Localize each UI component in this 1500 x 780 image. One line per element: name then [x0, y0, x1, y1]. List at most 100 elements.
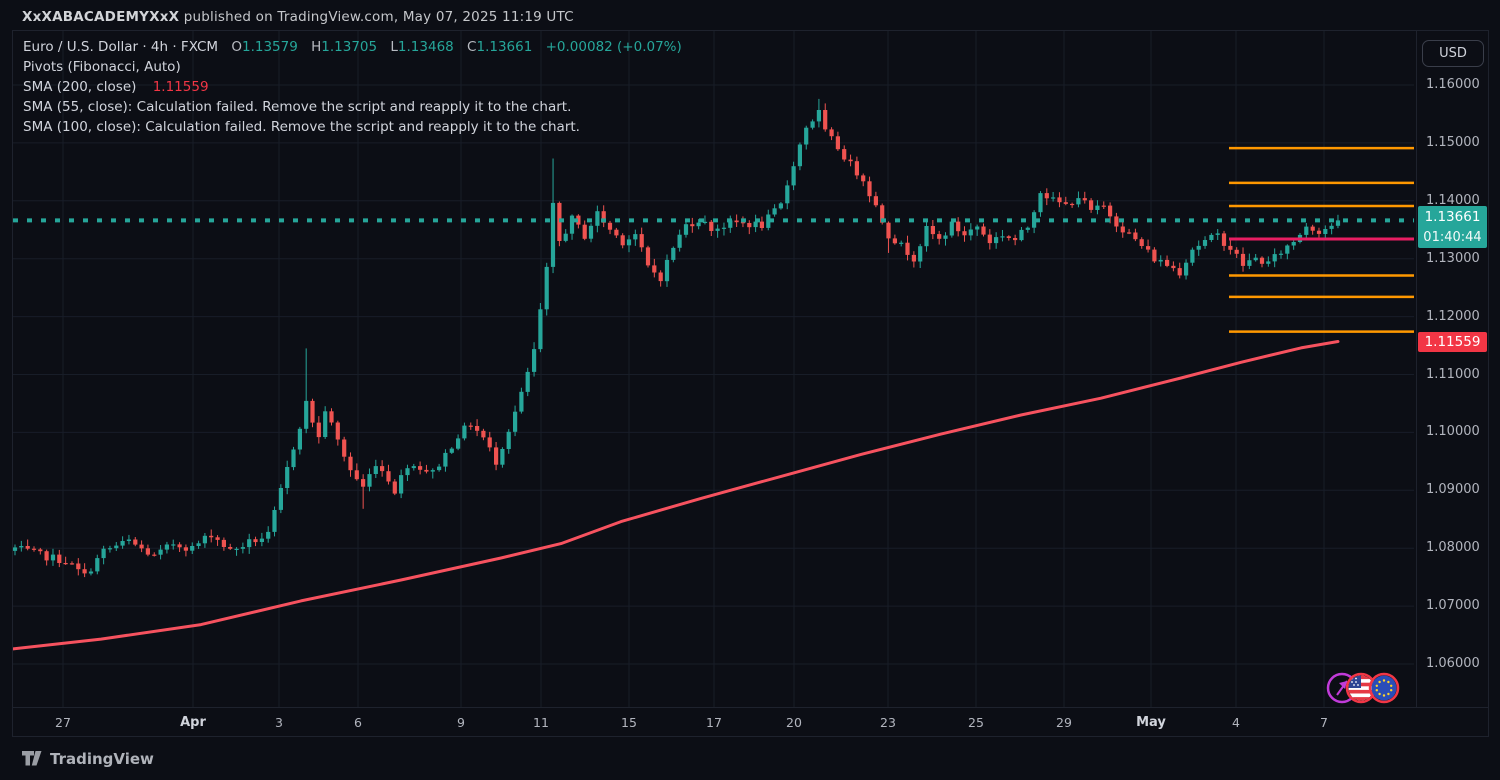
candle[interactable] — [1032, 212, 1037, 228]
candle[interactable] — [107, 548, 113, 550]
candle[interactable] — [247, 539, 252, 548]
candle[interactable] — [791, 166, 796, 186]
candle[interactable] — [50, 554, 56, 561]
candle[interactable] — [285, 467, 290, 488]
candle[interactable] — [418, 466, 423, 470]
candle[interactable] — [145, 548, 150, 555]
candle[interactable] — [462, 425, 467, 439]
candle[interactable] — [886, 222, 891, 239]
candle[interactable] — [513, 411, 518, 432]
candle[interactable] — [1127, 232, 1132, 234]
candle[interactable] — [234, 548, 239, 550]
price-axis[interactable]: USD 1.13661 01:40:44 1.11559 1.16000 1.15… — [1416, 31, 1489, 707]
candle[interactable] — [183, 547, 188, 551]
candle[interactable] — [354, 470, 359, 480]
currency-button[interactable]: USD — [1422, 40, 1484, 67]
candle[interactable] — [399, 475, 404, 494]
candle[interactable] — [1177, 268, 1182, 276]
candle[interactable] — [215, 537, 220, 540]
legend-sma55-error-row[interactable]: SMA (55, close): Calculation failed. Rem… — [23, 97, 682, 117]
candle[interactable] — [335, 422, 340, 440]
candle[interactable] — [177, 544, 182, 548]
candle[interactable] — [639, 234, 644, 248]
candle[interactable] — [82, 569, 87, 574]
candle[interactable] — [1095, 205, 1100, 210]
candle[interactable] — [709, 221, 714, 231]
candle[interactable] — [430, 470, 435, 472]
candle[interactable] — [494, 447, 499, 465]
candle[interactable] — [1158, 259, 1163, 262]
candle[interactable] — [259, 538, 264, 542]
candle[interactable] — [152, 554, 157, 556]
candle[interactable] — [114, 545, 119, 549]
candle[interactable] — [1304, 226, 1309, 235]
candle[interactable] — [696, 222, 701, 227]
candle[interactable] — [943, 235, 948, 239]
candle[interactable] — [1006, 236, 1011, 238]
candle[interactable] — [715, 228, 720, 231]
candle[interactable] — [443, 452, 448, 467]
candle[interactable] — [816, 110, 821, 122]
candle[interactable] — [842, 149, 847, 160]
candle[interactable] — [753, 221, 758, 228]
candle[interactable] — [95, 558, 100, 572]
candle[interactable] — [1202, 240, 1208, 246]
candle[interactable] — [658, 272, 663, 282]
candle[interactable] — [424, 469, 429, 472]
candle[interactable] — [747, 223, 752, 228]
candle[interactable] — [930, 226, 935, 235]
legend-sma200-row[interactable]: SMA (200, close) 1.11559 — [23, 77, 682, 97]
candle[interactable] — [348, 456, 353, 471]
candle[interactable] — [588, 225, 594, 239]
candle[interactable] — [1152, 249, 1157, 262]
sma200-line[interactable] — [13, 340, 1340, 651]
candle[interactable] — [1089, 200, 1094, 210]
candle[interactable] — [1057, 197, 1062, 203]
candle[interactable] — [139, 544, 144, 549]
candle[interactable] — [1278, 253, 1284, 255]
candle[interactable] — [937, 234, 942, 239]
candle[interactable] — [31, 548, 37, 550]
candle[interactable] — [209, 535, 214, 538]
tradingview-brand-text[interactable]: TradingView — [50, 749, 154, 768]
candle[interactable] — [1323, 229, 1328, 234]
candle[interactable] — [1285, 245, 1290, 254]
candle[interactable] — [1234, 249, 1239, 254]
candle[interactable] — [778, 203, 783, 209]
candle[interactable] — [772, 208, 777, 215]
candle[interactable] — [607, 222, 613, 230]
candle[interactable] — [525, 371, 530, 392]
candle[interactable] — [1013, 238, 1018, 241]
candle[interactable] — [1063, 202, 1068, 204]
candle[interactable] — [823, 110, 828, 130]
candle[interactable] — [437, 466, 442, 471]
candle[interactable] — [899, 242, 904, 244]
candle[interactable] — [740, 222, 746, 224]
candle[interactable] — [63, 563, 68, 565]
symbol-title[interactable]: Euro / U.S. Dollar · 4h · FXCM — [23, 39, 219, 55]
candle[interactable] — [1272, 254, 1277, 262]
candle[interactable] — [19, 546, 24, 548]
candle[interactable] — [905, 242, 910, 255]
candle[interactable] — [994, 237, 999, 244]
candle[interactable] — [228, 547, 233, 549]
candle[interactable] — [620, 235, 625, 246]
candle[interactable] — [266, 531, 271, 539]
candle[interactable] — [158, 549, 163, 555]
candle[interactable] — [677, 234, 682, 248]
candle[interactable] — [297, 428, 302, 450]
candle[interactable] — [633, 234, 638, 240]
candle[interactable] — [126, 539, 131, 542]
candle[interactable] — [373, 466, 378, 474]
candle[interactable] — [918, 246, 923, 262]
candle[interactable] — [380, 466, 385, 472]
tradingview-logo-icon[interactable] — [22, 751, 42, 766]
candle[interactable] — [221, 539, 226, 547]
candle[interactable] — [133, 539, 138, 545]
candle[interactable] — [367, 474, 372, 487]
legend-symbol-row[interactable]: Euro / U.S. Dollar · 4h · FXCM O1.13579 … — [23, 37, 682, 57]
candle[interactable] — [468, 425, 473, 427]
candle[interactable] — [506, 431, 511, 449]
candle[interactable] — [854, 161, 859, 176]
candle[interactable] — [323, 411, 328, 437]
